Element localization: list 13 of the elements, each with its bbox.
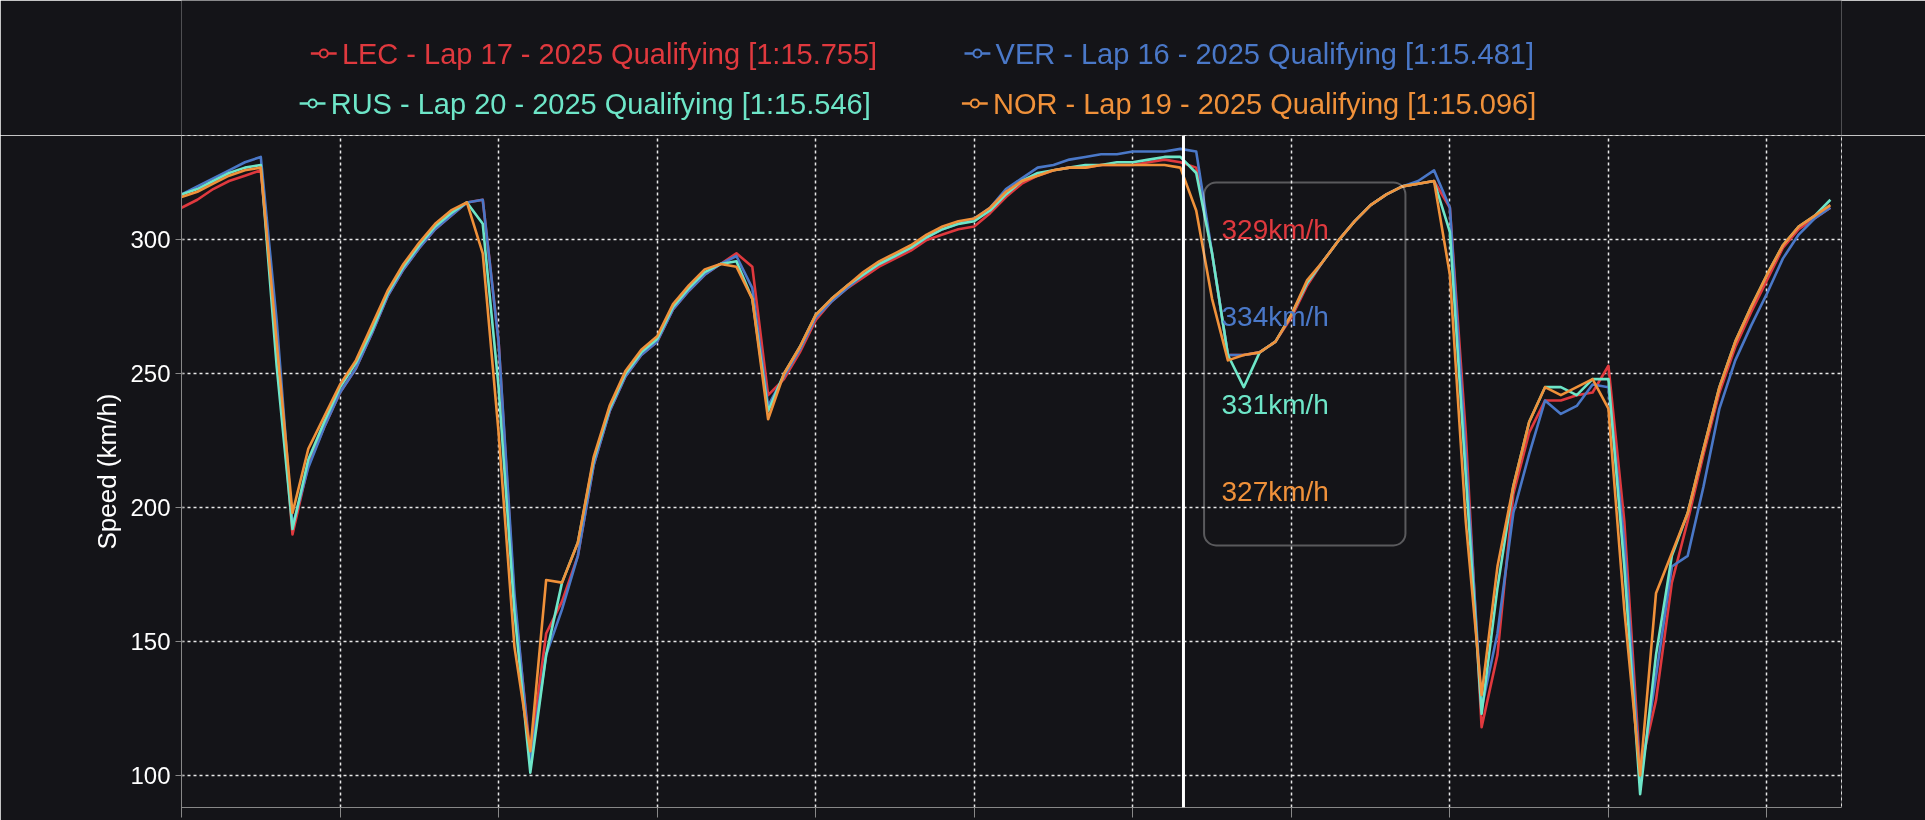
annotation: 329km/h (1221, 214, 1329, 246)
annotation: 327km/h (1221, 476, 1329, 508)
legend-label: RUS - Lap 20 - 2025 Qualifying [1:15.546] (330, 87, 871, 120)
y-tick-label: 300 (130, 226, 171, 254)
legend-label: VER - Lap 16 - 2025 Qualifying [1:15.481] (995, 37, 1535, 70)
legend-label: NOR - Lap 19 - 2025 Qualifying [1:15.096] (992, 87, 1537, 120)
y-tick-label: 100 (130, 761, 171, 789)
y-tick-label: 150 (130, 628, 171, 656)
y-tick-label: 250 (130, 360, 171, 388)
annotation: 331km/h (1221, 388, 1329, 420)
y-tick-label: 200 (130, 494, 171, 522)
legend-label: LEC - Lap 17 - 2025 Qualifying [1:15.755] (341, 37, 878, 70)
y-axis-title: Speed (km/h) (92, 393, 123, 550)
